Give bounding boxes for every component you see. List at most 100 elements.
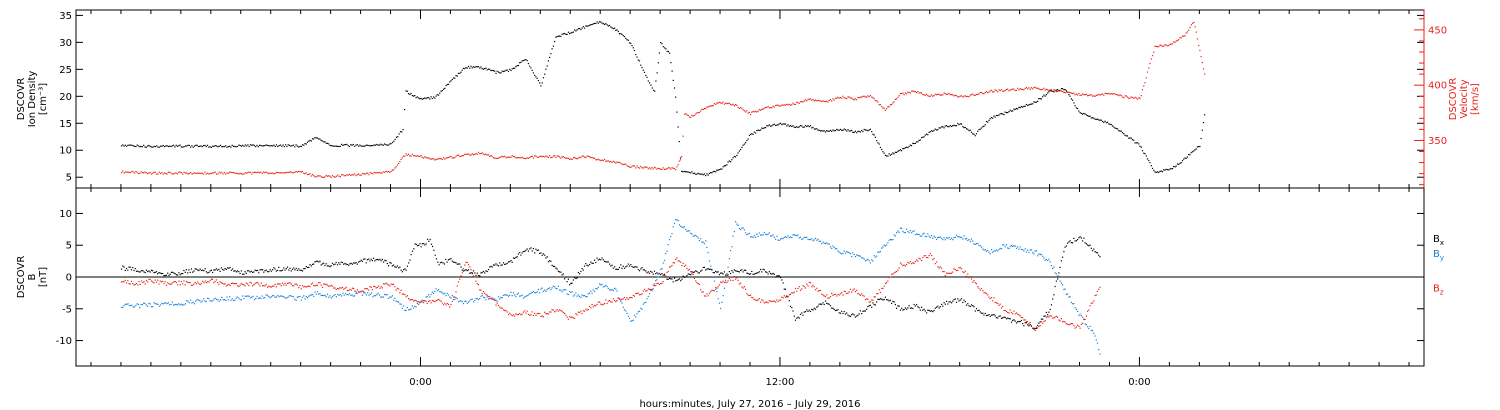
data-point bbox=[832, 294, 834, 296]
data-point bbox=[798, 317, 800, 319]
data-point bbox=[1059, 266, 1061, 268]
data-point bbox=[1198, 44, 1200, 47]
data-point bbox=[534, 252, 536, 254]
data-point bbox=[919, 235, 921, 237]
data-point bbox=[511, 295, 513, 297]
data-point bbox=[788, 237, 790, 239]
data-point bbox=[199, 284, 201, 286]
data-point bbox=[577, 157, 579, 159]
data-point bbox=[692, 235, 694, 237]
data-point bbox=[806, 236, 808, 238]
data-point bbox=[359, 260, 361, 262]
data-point bbox=[737, 279, 739, 281]
data-point bbox=[1093, 95, 1095, 97]
data-point bbox=[460, 266, 462, 268]
data-point bbox=[584, 265, 586, 267]
data-point bbox=[1096, 342, 1099, 344]
data-point bbox=[585, 263, 587, 265]
data-point bbox=[277, 294, 279, 297]
data-point bbox=[1038, 253, 1040, 255]
data-point bbox=[173, 272, 175, 274]
data-point bbox=[348, 173, 351, 175]
data-point bbox=[174, 172, 176, 174]
data-point bbox=[695, 270, 697, 272]
data-point bbox=[193, 172, 196, 174]
data-point bbox=[757, 299, 759, 301]
data-point bbox=[963, 127, 965, 129]
data-point bbox=[983, 292, 985, 294]
data-point bbox=[776, 124, 778, 126]
data-point bbox=[633, 165, 636, 167]
data-point bbox=[279, 270, 281, 272]
data-point bbox=[274, 296, 276, 298]
data-point bbox=[883, 244, 885, 246]
data-point bbox=[1118, 95, 1120, 97]
data-point bbox=[693, 172, 695, 174]
data-point bbox=[196, 144, 198, 146]
data-point bbox=[124, 144, 126, 146]
data-point bbox=[270, 145, 272, 147]
data-point bbox=[394, 266, 396, 268]
data-point bbox=[750, 294, 752, 296]
data-point bbox=[682, 262, 684, 264]
data-point bbox=[387, 170, 390, 173]
data-point bbox=[992, 314, 994, 316]
data-point bbox=[465, 153, 467, 155]
data-point bbox=[1010, 311, 1013, 313]
data-point bbox=[962, 271, 964, 273]
data-point bbox=[430, 293, 432, 296]
data-point bbox=[1154, 45, 1156, 47]
data-point bbox=[751, 236, 753, 238]
data-point bbox=[780, 122, 782, 124]
data-point bbox=[299, 145, 301, 147]
data-point bbox=[173, 281, 175, 283]
data-point bbox=[973, 94, 975, 96]
data-point bbox=[205, 282, 207, 284]
data-point bbox=[163, 302, 166, 304]
data-point bbox=[521, 60, 523, 62]
data-point bbox=[559, 289, 561, 291]
data-point bbox=[811, 127, 813, 129]
data-point bbox=[192, 146, 194, 148]
data-point bbox=[627, 165, 629, 167]
data-point bbox=[947, 93, 949, 95]
data-point bbox=[1095, 251, 1097, 254]
data-point bbox=[557, 285, 559, 287]
data-point bbox=[305, 143, 307, 145]
data-point bbox=[410, 254, 412, 256]
data-point bbox=[1204, 73, 1206, 75]
data-point bbox=[676, 257, 678, 259]
data-point bbox=[184, 271, 186, 273]
data-point bbox=[403, 305, 405, 307]
data-point bbox=[497, 157, 500, 159]
data-point bbox=[291, 268, 294, 270]
data-point bbox=[877, 101, 879, 103]
data-point bbox=[681, 226, 683, 228]
data-point bbox=[1023, 325, 1025, 327]
data-point bbox=[631, 265, 633, 268]
data-point bbox=[941, 94, 943, 96]
data-point bbox=[519, 295, 521, 297]
data-point bbox=[828, 243, 830, 245]
data-point bbox=[401, 131, 403, 133]
data-point bbox=[939, 266, 941, 268]
data-point bbox=[725, 274, 727, 276]
data-point bbox=[615, 288, 617, 290]
data-point bbox=[682, 275, 684, 277]
data-point bbox=[782, 282, 784, 284]
data-point bbox=[806, 283, 808, 285]
data-point bbox=[751, 296, 753, 298]
data-point bbox=[549, 311, 551, 313]
data-point bbox=[139, 146, 141, 148]
data-point bbox=[1095, 94, 1097, 96]
data-point bbox=[205, 271, 207, 273]
data-point bbox=[994, 301, 996, 303]
data-point bbox=[853, 288, 855, 290]
data-point bbox=[191, 302, 193, 304]
data-point bbox=[127, 171, 129, 173]
data-point bbox=[443, 88, 445, 90]
data-point bbox=[144, 146, 146, 148]
data-point bbox=[660, 42, 662, 44]
data-point bbox=[1014, 313, 1016, 315]
data-point bbox=[150, 269, 153, 271]
